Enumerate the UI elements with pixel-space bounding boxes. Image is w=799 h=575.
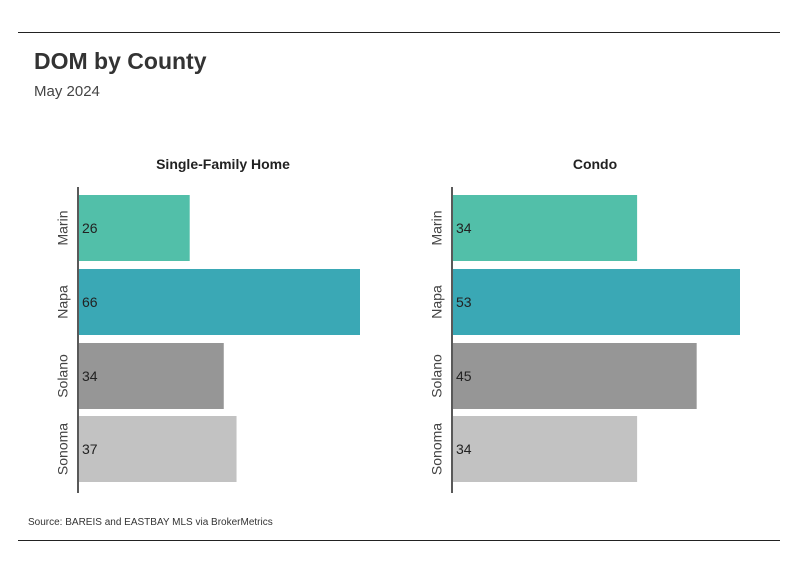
- data-label-condo-solano: 45: [456, 368, 472, 384]
- top-rule: [18, 32, 780, 33]
- data-label-sfh-marin: 26: [82, 220, 98, 236]
- chart-subtitle: May 2024: [34, 83, 100, 100]
- data-label-sfh-sonoma: 37: [82, 441, 98, 457]
- data-label-sfh-solano: 34: [82, 368, 98, 384]
- bottom-rule: [18, 540, 780, 541]
- category-label-sfh-sonoma: Sonoma: [55, 423, 71, 475]
- data-label-condo-napa: 53: [456, 294, 472, 310]
- category-label-sfh-solano: Solano: [55, 354, 71, 398]
- bar-sfh-marin: [79, 195, 190, 261]
- category-label-sfh-marin: Marin: [55, 210, 71, 245]
- panel-title-single-family: Single-Family Home: [156, 156, 290, 172]
- category-label-condo-napa: Napa: [429, 285, 445, 319]
- bar-sfh-solano: [79, 343, 224, 409]
- data-label-sfh-napa: 66: [82, 294, 98, 310]
- bar-sfh-napa: [79, 269, 360, 335]
- panel-title-condo: Condo: [572, 156, 618, 172]
- category-label-condo-sonoma: Sonoma: [429, 423, 445, 475]
- bar-condo-solano: [453, 343, 697, 409]
- category-label-condo-solano: Solano: [429, 354, 445, 398]
- source-note: Source: BAREIS and EASTBAY MLS via Broke…: [28, 517, 273, 528]
- bar-sfh-sonoma: [79, 416, 237, 482]
- data-label-condo-marin: 34: [456, 220, 472, 236]
- category-label-sfh-napa: Napa: [55, 285, 71, 319]
- bar-condo-sonoma: [453, 416, 638, 482]
- category-label-condo-marin: Marin: [429, 210, 445, 245]
- data-label-condo-sonoma: 34: [456, 441, 472, 457]
- bar-condo-napa: [453, 269, 740, 335]
- chart-title: DOM by County: [34, 48, 207, 74]
- bar-condo-marin: [453, 195, 638, 261]
